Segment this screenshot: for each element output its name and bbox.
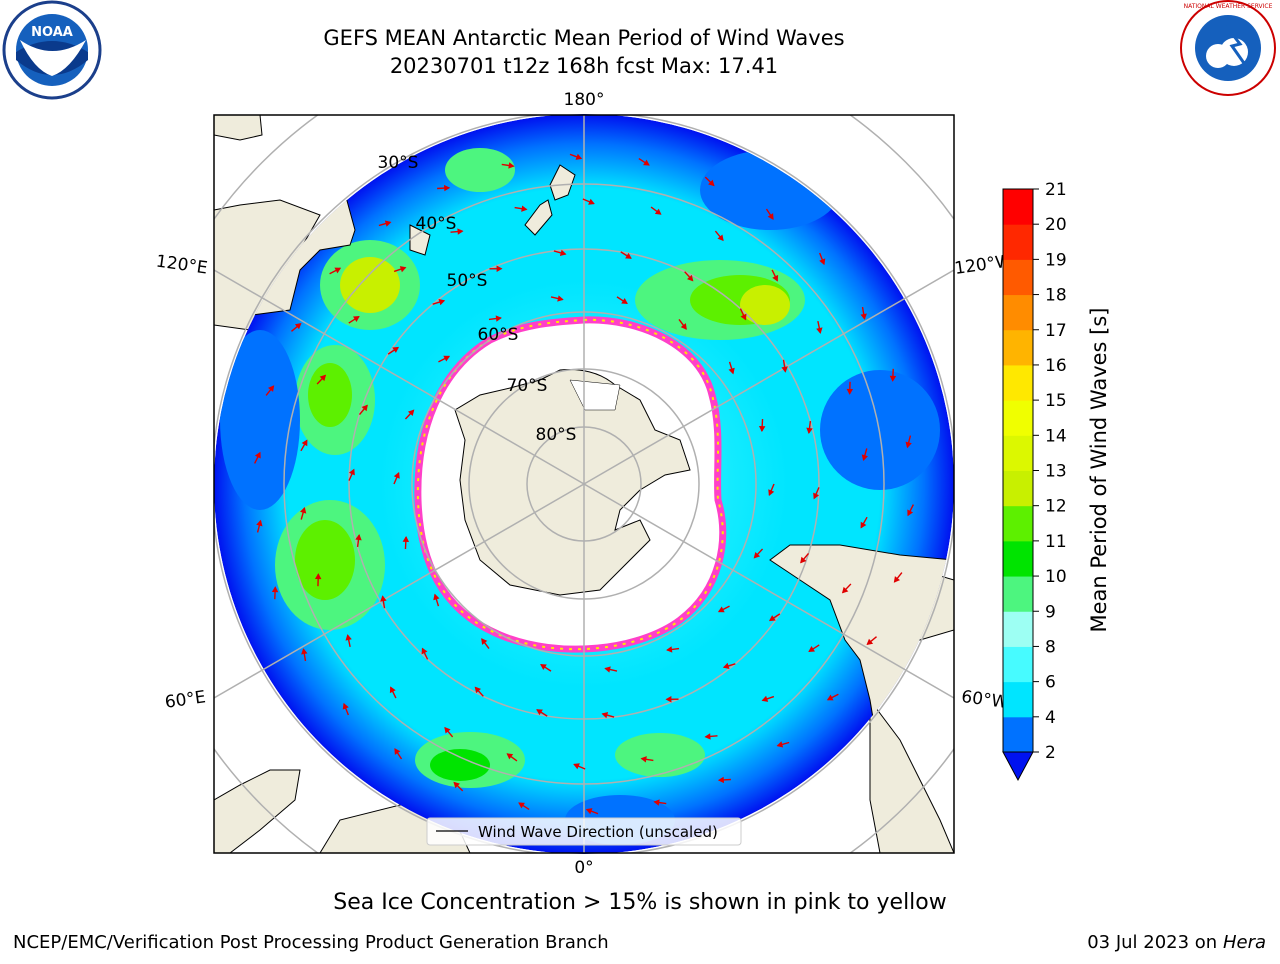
- lat-label-40s: 40°S: [416, 214, 457, 234]
- colorbar: 2 4 6 8 9 10 11 12 13 14 15 16 17 18 19 20 21 Mean Perio…: [1003, 180, 1111, 780]
- colorbar-tick-label: 8: [1045, 637, 1056, 657]
- nws-logo: NATIONAL WEATHER SERVICE: [1181, 1, 1275, 95]
- lat-label-50s: 50°S: [447, 271, 488, 291]
- map-legend: Wind Wave Direction (unscaled): [427, 818, 741, 845]
- colorbar-band: [1003, 471, 1033, 507]
- colorbar-under-triangle: [1003, 752, 1033, 780]
- sea-ice-note: Sea Ice Concentration > 15% is shown in …: [0, 890, 1280, 915]
- colorbar-band: [1003, 506, 1033, 542]
- colorbar-band: [1003, 435, 1033, 471]
- colorbar-tick-label: 21: [1045, 180, 1067, 200]
- lat-label-60s: 60°S: [478, 325, 519, 345]
- lat-label-30s: 30°S: [378, 153, 419, 173]
- colorbar-tick-label: 6: [1045, 673, 1056, 693]
- lon-label-60w: 60°W: [960, 687, 1009, 713]
- colorbar-band: [1003, 646, 1033, 682]
- colorbar-band: [1003, 330, 1033, 366]
- colorbar-title: Mean Period of Wind Waves [s]: [1087, 308, 1111, 633]
- colorbar-band: [1003, 224, 1033, 260]
- nws-logo-text: NATIONAL WEATHER SERVICE: [1184, 3, 1273, 10]
- footer-branch: NCEP/EMC/Verification Post Processing Pr…: [13, 932, 609, 953]
- noaa-logo-text: NOAA: [31, 25, 73, 40]
- colorbar-tick-label: 14: [1045, 426, 1067, 446]
- colorbar-band: [1003, 576, 1033, 612]
- footer-date-text: 03 Jul 2023 on: [1087, 932, 1223, 953]
- colorbar-band: [1003, 611, 1033, 647]
- colorbar-band: [1003, 295, 1033, 331]
- colorbar-band: [1003, 400, 1033, 436]
- colorbar-tick-label: 16: [1045, 356, 1067, 376]
- colorbar-tick-label: 18: [1045, 286, 1067, 306]
- lon-label-0: 0°: [574, 858, 593, 878]
- legend-label: Wind Wave Direction (unscaled): [478, 823, 718, 841]
- colorbar-tick-label: 12: [1045, 497, 1067, 517]
- colorbar-band: [1003, 717, 1033, 753]
- lon-label-180: 180°: [564, 90, 605, 110]
- colorbar-tick-label: 13: [1045, 462, 1067, 482]
- lon-label-120e: 120°E: [155, 252, 209, 279]
- lat-label-70s: 70°S: [507, 376, 548, 396]
- colorbar-band: [1003, 189, 1033, 225]
- noaa-logo: NOAA: [4, 2, 100, 98]
- lon-label-60e: 60°E: [164, 687, 207, 712]
- colorbar-tick-label: 4: [1045, 708, 1056, 728]
- colorbar-band: [1003, 365, 1033, 401]
- colorbar-band: [1003, 541, 1033, 577]
- lat-label-80s: 80°S: [536, 425, 577, 445]
- colorbar-tick-label: 20: [1045, 215, 1067, 235]
- colorbar-tick-label: 15: [1045, 391, 1067, 411]
- colorbar-tick-label: 10: [1045, 567, 1067, 587]
- colorbar-tick-label: 19: [1045, 250, 1067, 270]
- colorbar-tick-label: 2: [1045, 743, 1056, 763]
- colorbar-tick-label: 9: [1045, 602, 1056, 622]
- colorbar-band: [1003, 259, 1033, 295]
- footer-machine: Hera: [1223, 932, 1266, 953]
- colorbar-band: [1003, 682, 1033, 718]
- footer-date: 03 Jul 2023 on Hera: [1087, 932, 1266, 953]
- colorbar-tick-label: 11: [1045, 532, 1067, 552]
- colorbar-tick-label: 17: [1045, 321, 1067, 341]
